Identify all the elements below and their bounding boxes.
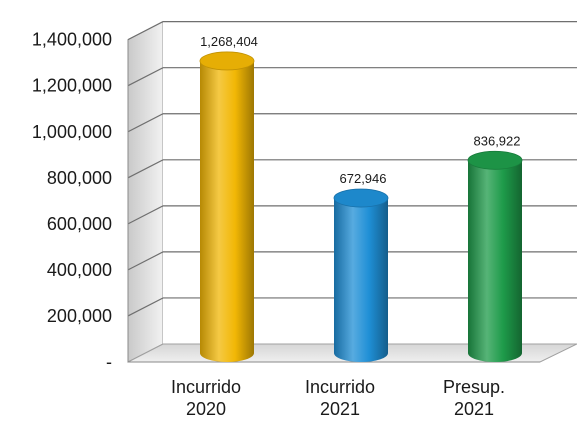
- bar-top: [333, 188, 389, 208]
- y-tick-label: 600,000: [47, 214, 112, 234]
- bar-top: [199, 51, 255, 71]
- side-wall: [127, 20, 164, 363]
- bar: [199, 51, 255, 362]
- y-tick-label: 800,000: [47, 168, 112, 188]
- y-tick-label: 1,400,000: [32, 30, 112, 50]
- gridline: [127, 21, 577, 41]
- y-tick-label: -: [106, 352, 112, 372]
- gridlines: [127, 21, 577, 363]
- y-tick-label: 200,000: [47, 306, 112, 326]
- y-tick-label: 1,200,000: [32, 76, 112, 96]
- y-tick-label: 400,000: [47, 260, 112, 280]
- y-axis-ticks: - 200,000 400,000 600,000 800,000 1,000,000 1,…: [32, 30, 112, 372]
- bar-body: [200, 60, 254, 362]
- data-label: 836,922: [474, 133, 521, 148]
- gridline: [127, 159, 577, 179]
- bar-body: [468, 160, 522, 362]
- gridline: [127, 67, 577, 87]
- x-axis-ticks: Incurrido 2020 Incurrido 2021 Presup. 2021: [171, 377, 505, 419]
- bar-top: [467, 150, 523, 170]
- gridline: [127, 251, 577, 271]
- bar: [467, 150, 523, 362]
- x-tick-label: Presup. 2021: [443, 377, 505, 419]
- x-tick-label: Incurrido 2020: [171, 377, 241, 419]
- gridline: [127, 297, 577, 317]
- data-label: 672,946: [340, 171, 387, 186]
- gridline: [127, 205, 577, 225]
- data-label: 1,268,404: [200, 34, 258, 49]
- gridline: [127, 113, 577, 133]
- bar: [333, 188, 389, 362]
- bar-body: [334, 198, 388, 362]
- x-tick-label: Incurrido 2021: [305, 377, 375, 419]
- bars: 1,268,404 672,946 836,922: [199, 34, 523, 362]
- y-tick-label: 1,000,000: [32, 122, 112, 142]
